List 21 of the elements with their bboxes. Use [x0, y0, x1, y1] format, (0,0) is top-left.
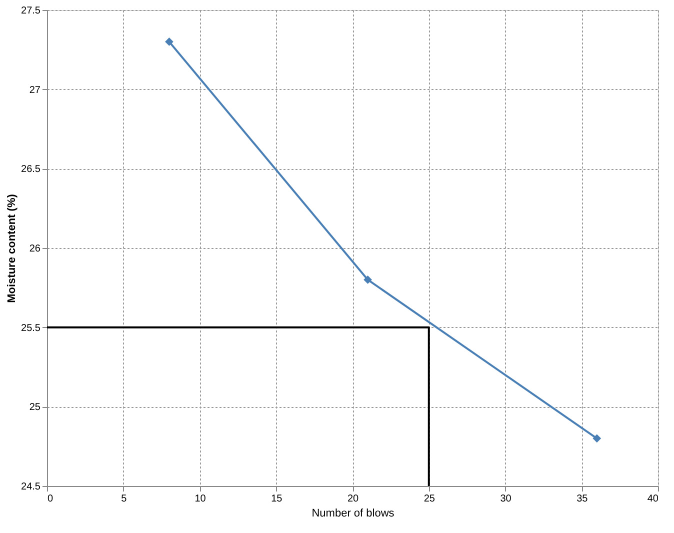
- y-tick-label: 25.5: [21, 322, 41, 334]
- y-tick-label: 24.5: [21, 482, 41, 492]
- point: [592, 434, 602, 443]
- x-tick-label: 20: [347, 494, 359, 504]
- point: [364, 276, 372, 284]
- x-axis-title: Number of blows: [312, 508, 395, 520]
- x-tick-label: 5: [121, 494, 128, 504]
- x-tick-label: 25: [424, 494, 436, 504]
- x-tick-label: 30: [500, 494, 512, 504]
- x-tick-label: 15: [271, 494, 283, 504]
- y-tick-label: 25: [29, 402, 41, 414]
- y-tick-label: 26: [29, 244, 41, 254]
- point: [165, 38, 174, 46]
- y-tick-label: 26.5: [21, 164, 41, 176]
- x-tick-label: 35: [576, 494, 588, 504]
- x-tick-label: 40: [647, 494, 659, 504]
- y-tick-label: 27: [29, 84, 41, 96]
- y-axis-title: Moisture content (%): [6, 194, 18, 303]
- x-tick-label: 10: [194, 494, 206, 504]
- x-tick-label: 0: [48, 494, 54, 504]
- y-tick-label: 27.5: [21, 6, 41, 16]
